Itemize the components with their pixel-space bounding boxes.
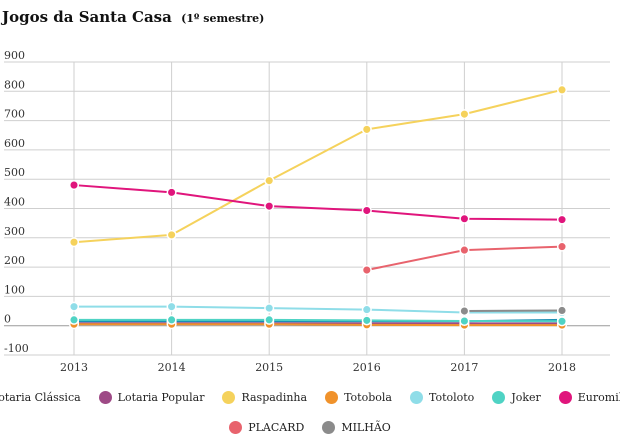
data-point (264, 175, 275, 186)
legend-item: PLACARD (229, 421, 304, 434)
y-tick-label: 0 (4, 313, 11, 326)
data-point (459, 306, 470, 317)
y-tick-label: 500 (4, 166, 25, 179)
y-tick-label: 900 (4, 49, 25, 62)
legend-label: Totoloto (428, 391, 475, 404)
legend-item: Lotaria Popular (98, 391, 205, 404)
data-point (361, 124, 372, 135)
legend-item: Lotaria Clássica (0, 391, 81, 404)
data-point (459, 109, 470, 120)
data-point (556, 305, 568, 316)
data-point (361, 304, 372, 315)
legend-swatch (322, 421, 336, 434)
x-tick-label: 2017 (450, 361, 478, 374)
data-point (166, 314, 177, 325)
series-line (464, 309, 563, 313)
data-point (68, 301, 80, 312)
data-point (264, 303, 275, 314)
legend-label: Raspadinha (241, 391, 308, 404)
data-point (361, 205, 372, 216)
x-tick-label: 2014 (158, 361, 186, 374)
y-tick-label: 700 (4, 108, 25, 121)
data-point (459, 315, 470, 327)
series-line (73, 88, 563, 244)
data-point (459, 245, 470, 256)
legend-label: Lotaria Popular (117, 391, 205, 404)
legend-item: Totoloto (409, 391, 475, 404)
x-tick-label: 2018 (548, 361, 576, 374)
legend-item: Raspadinha (222, 391, 307, 404)
data-point (68, 314, 80, 325)
data-point (166, 229, 177, 240)
data-point (166, 187, 177, 198)
data-point (166, 301, 177, 312)
data-point (68, 237, 80, 248)
data-point (68, 180, 80, 191)
data-point (361, 264, 372, 276)
y-tick-label: 100 (4, 283, 25, 296)
series-line (74, 318, 563, 323)
data-point (361, 315, 372, 326)
legend-swatch (98, 391, 112, 404)
legend-swatch (558, 391, 572, 404)
series-line (74, 305, 562, 314)
data-point (556, 84, 568, 95)
legend-item: Totobola (325, 391, 392, 404)
x-tick-label: 2016 (353, 361, 381, 374)
x-tick-label: 2013 (60, 361, 88, 374)
legend-label: Totobola (344, 391, 392, 404)
x-tick-label: 2015 (255, 361, 283, 374)
y-tick-label: 400 (4, 196, 25, 209)
data-point (556, 241, 568, 252)
legend-swatch (325, 391, 339, 404)
legend-row-1: Lotaria Clássica Lotaria Popular Raspadinh… (0, 391, 620, 404)
data-point (556, 316, 568, 327)
legend-label: Euromilhões (577, 391, 620, 404)
legend-item: Euromilhões (558, 391, 620, 404)
legend-swatch (229, 421, 243, 434)
y-tick-label: 800 (4, 78, 25, 91)
y-tick-label: 600 (4, 137, 25, 150)
legend-swatch (409, 391, 423, 404)
legend-item: Joker (492, 391, 541, 404)
legend-label: PLACARD (248, 421, 305, 434)
chart-subtitle: (1º semestre) (181, 12, 265, 25)
series-line (74, 323, 562, 327)
data-point (459, 213, 470, 224)
legend-swatch (492, 391, 506, 404)
legend-label: Joker (511, 391, 541, 404)
data-point (264, 314, 275, 325)
y-tick-label: -100 (4, 342, 29, 355)
series-line (73, 184, 563, 221)
legend-row-2: PLACARD MILHÃO (0, 421, 620, 434)
legend-label: MILHÃO (341, 421, 391, 434)
y-tick-label: 300 (4, 225, 25, 238)
chart-title: Jogos da Santa Casa (2, 8, 172, 26)
chart-title-block: Jogos da Santa Casa (1º semestre) (2, 8, 264, 26)
legend-swatch (222, 391, 236, 404)
data-point (556, 214, 568, 225)
data-point (264, 201, 275, 212)
legend-item: MILHÃO (322, 421, 391, 434)
legend-label: Lotaria Clássica (0, 391, 81, 404)
y-tick-label: 200 (4, 254, 25, 267)
